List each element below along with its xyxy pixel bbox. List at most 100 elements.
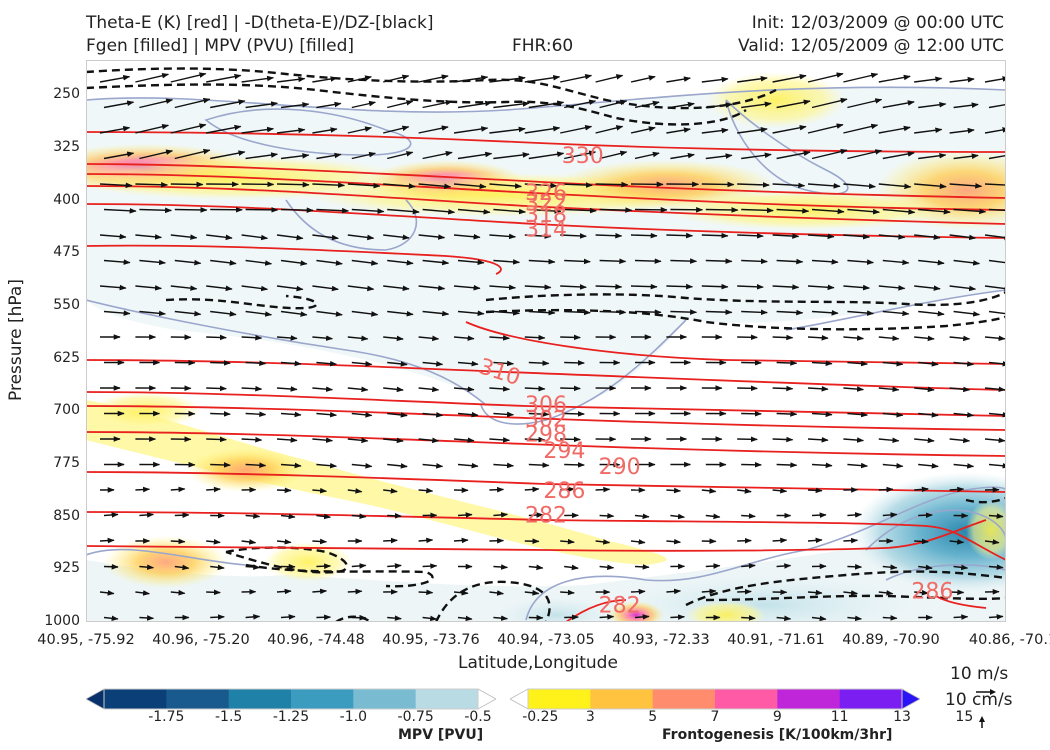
colorbar-segment <box>652 689 716 709</box>
wind-vector <box>139 564 155 570</box>
wind-vector <box>276 386 298 392</box>
wind-vector <box>528 309 556 316</box>
wind-vector <box>276 539 292 545</box>
y-tick-label: 775 <box>53 454 80 471</box>
wind-vector <box>741 513 756 519</box>
wind-vector <box>139 512 155 518</box>
wind-vector <box>210 259 237 266</box>
wind-vector <box>241 126 275 134</box>
wind-vector <box>245 411 267 418</box>
wind-vector <box>528 411 550 417</box>
wind-vector <box>210 411 231 417</box>
wind-vector <box>457 310 485 317</box>
wind-vector <box>811 411 833 418</box>
wind-vector <box>453 437 475 443</box>
mpv-negative-surface-2 <box>496 597 616 622</box>
wind-vector <box>99 284 127 291</box>
wind-vector <box>701 588 717 595</box>
wind-vector <box>811 360 833 367</box>
wind-vector <box>807 284 835 291</box>
wind-vector <box>811 615 827 622</box>
wind-vector <box>422 361 444 367</box>
wind-vector <box>843 537 859 544</box>
wind-vector <box>351 208 385 214</box>
frontogenesis-colorbar-label: Frontogenesis [K/100km/3hr] <box>662 727 893 743</box>
theta-e-label: 282 <box>525 504 567 529</box>
wind-vector <box>918 564 933 571</box>
wind-vector <box>347 75 373 83</box>
wind-vector <box>847 360 869 367</box>
wind-vector <box>418 437 440 444</box>
wind-vector <box>135 234 162 240</box>
wind-vector <box>453 183 487 190</box>
wind-vector <box>737 127 768 134</box>
wind-vector <box>489 126 526 134</box>
wind-vector <box>701 232 729 239</box>
x-tick-label: 40.94, -73.05 <box>497 632 595 648</box>
wind-vector <box>630 283 658 290</box>
wind-vector <box>918 463 939 469</box>
wind-vector <box>206 436 227 443</box>
wind-vector <box>984 539 1000 545</box>
wind-vector <box>528 564 544 571</box>
wind-vector <box>524 385 546 392</box>
wind-vector <box>493 208 527 215</box>
wind-vector <box>847 98 883 109</box>
wind-vector <box>807 589 823 596</box>
wind-vector <box>418 589 434 596</box>
wind-vector <box>914 335 935 342</box>
cross-section-plot: 3303263223183143103063022982942902862822… <box>86 60 1006 622</box>
wind-vector <box>670 152 695 160</box>
wind-vector <box>387 563 402 569</box>
wind-vector <box>241 75 275 83</box>
wind-vector <box>241 385 263 392</box>
wind-vector <box>843 335 865 341</box>
wind-vector <box>280 207 314 213</box>
wind-vector <box>453 233 481 240</box>
wind-vector <box>847 259 875 265</box>
colorbar-frame <box>103 688 479 710</box>
frontogenesis-colorbar <box>510 688 920 710</box>
wind-vector <box>914 589 929 596</box>
wind-vector <box>135 123 170 134</box>
wind-vector <box>776 563 792 569</box>
wind-vector <box>347 335 369 342</box>
wind-vector <box>949 234 977 241</box>
wind-vector <box>630 232 658 239</box>
x-tick-label: 40.96, -74.48 <box>267 632 365 648</box>
wind-vector <box>776 411 798 417</box>
wind-vector <box>984 386 1006 393</box>
wind-vector <box>984 183 1006 186</box>
wind-vector <box>560 589 575 596</box>
wind-vector <box>489 233 517 240</box>
wind-vector <box>103 615 119 622</box>
wind-vector <box>843 123 879 134</box>
wind-vector <box>878 234 906 240</box>
colorbar-tick-label: -0.5 <box>464 709 492 725</box>
wind-vector <box>312 234 339 241</box>
wind-vector <box>312 538 328 545</box>
colorbar-tick-label: -1.0 <box>339 709 367 725</box>
wind-vector <box>280 614 296 620</box>
wind-vector <box>99 75 131 83</box>
wind-vector <box>312 386 334 392</box>
wind-vector <box>988 614 1004 620</box>
wind-vector <box>564 258 591 265</box>
y-tick-label: 325 <box>53 138 80 155</box>
wind-vector <box>489 335 511 341</box>
wind-vector <box>457 151 493 160</box>
wind-vector <box>174 310 202 317</box>
wind-vector <box>351 563 367 569</box>
wind-vector <box>524 284 552 290</box>
wind-vector <box>528 208 562 214</box>
wind-vector <box>139 310 166 317</box>
wind-vector <box>918 310 945 317</box>
wind-vector <box>383 335 404 342</box>
wind-vector <box>316 152 342 160</box>
wind-vector <box>807 233 835 240</box>
wind-vector <box>595 486 611 493</box>
wind-vector <box>599 258 627 265</box>
theta-e-label: 286 <box>911 579 953 604</box>
colorbar-tick-label: -1.5 <box>214 709 243 725</box>
wind-vector <box>847 563 863 570</box>
